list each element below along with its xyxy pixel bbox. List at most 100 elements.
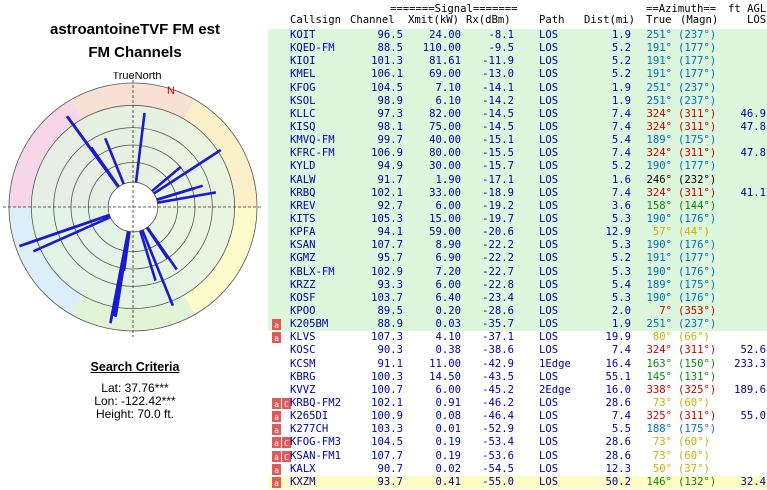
true-cell: 191°: [646, 42, 672, 55]
col-channel[interactable]: Channel: [350, 14, 395, 26]
col-magn[interactable]: (Magn): [680, 14, 719, 26]
xmit-cell: 14.50: [429, 370, 461, 383]
col-xmit[interactable]: Xmit(kW): [408, 14, 460, 26]
callsign-cell[interactable]: KFRC-FM: [290, 147, 335, 160]
table-row[interactable]: KIOI 101.3 81.61 -11.9 LOS 5.2 191° (177°): [268, 55, 767, 69]
callsign-cell[interactable]: KOSC: [290, 344, 316, 357]
table-row[interactable]: KSAN 107.7 8.90 -22.2 LOS 5.3 190° (176°): [268, 239, 767, 253]
callsign-cell[interactable]: KXZM: [290, 475, 316, 488]
callsign-cell[interactable]: KREV: [290, 199, 316, 212]
callsign-cell[interactable]: KOSF: [290, 291, 316, 304]
callsign-cell[interactable]: KALX: [290, 462, 316, 475]
callsign-cell[interactable]: KLLC: [290, 107, 316, 120]
callsign-cell[interactable]: KFOG: [290, 81, 316, 94]
dist-cell: 28.6: [605, 436, 631, 449]
col-rx[interactable]: Rx(dBm): [466, 14, 511, 26]
callsign-cell[interactable]: K265DI: [290, 410, 329, 423]
col-callsign[interactable]: Callsign: [290, 14, 342, 26]
callsign-cell[interactable]: KFOG-FM3: [290, 436, 342, 449]
magn-cell: (176°): [678, 265, 717, 278]
col-true[interactable]: True: [646, 14, 672, 26]
channel-cell: 106.9: [371, 147, 403, 160]
table-row[interactable]: a C KFOG-FM3 104.5 0.19 -53.4 LOS 28.6 73° (60°): [268, 436, 767, 450]
table-row[interactable]: KMVQ-FM 99.7 40.00 -15.1 LOS 5.4 189° (175°): [268, 134, 767, 148]
table-row[interactable]: KVVZ 100.7 6.00 -45.2 2Edge 16.0 338° (325°) 189…: [268, 383, 767, 397]
path-cell: LOS: [539, 42, 559, 55]
callsign-cell[interactable]: KBLX-FM: [290, 265, 335, 278]
table-row[interactable]: KYLD 94.9 30.00 -15.7 LOS 5.2 190° (177°): [268, 160, 767, 174]
table-row[interactable]: KQED-FM 88.5 110.00 -9.5 LOS 5.2 191° (177°): [268, 42, 767, 56]
table-row[interactable]: KOSF 103.7 6.40 -23.4 LOS 5.3 190° (176°): [268, 291, 767, 305]
magn-cell: (60°): [678, 449, 710, 462]
callsign-cell[interactable]: KSAN-FM1: [290, 449, 342, 462]
callsign-cell[interactable]: K277CH: [290, 423, 329, 436]
col-path[interactable]: Path: [539, 14, 565, 26]
callsign-cell[interactable]: KALW: [290, 173, 316, 186]
table-row[interactable]: KISQ 98.1 75.00 -14.5 LOS 7.4 324° (311°) 47.8: [268, 120, 767, 135]
callsign-cell[interactable]: KCSM: [290, 357, 316, 370]
table-row[interactable]: a K277CH 103.3 0.01 -52.9 LOS 5.5 188° (175°): [268, 423, 767, 437]
table-row[interactable]: KPOO 89.5 0.20 -28.6 LOS 2.0 7° (353°): [268, 304, 767, 319]
callsign-cell[interactable]: KIOI: [290, 55, 316, 68]
table-row[interactable]: a KALX 90.7 0.02 -54.5 LOS 12.3 50° (37°): [268, 462, 767, 476]
xmit-cell: 6.00: [435, 278, 461, 291]
path-cell: LOS: [539, 94, 559, 107]
dist-cell: 7.4: [611, 186, 631, 199]
dist-cell: 5.2: [611, 160, 631, 173]
table-row[interactable]: a K265DI 100.9 0.08 -46.4 LOS 7.4 325° (311°) 55.…: [268, 410, 767, 424]
table-row[interactable]: a KXZM 93.7 0.41 -55.0 LOS 50.2 146° (132°) 32.4: [268, 475, 767, 489]
table-row[interactable]: KMEL 106.1 69.00 -13.0 LOS 5.2 191° (177°): [268, 68, 767, 82]
table-row[interactable]: a C KSAN-FM1 107.7 0.19 -53.6 LOS 28.6 73° (60°): [268, 449, 767, 463]
col-dist[interactable]: Dist(mi): [584, 14, 636, 26]
path-cell: LOS: [539, 318, 559, 331]
report-subtitle: FM Channels: [88, 44, 182, 61]
callsign-cell[interactable]: KMEL: [290, 68, 316, 81]
row-flags: [268, 226, 290, 239]
table-row[interactable]: KALW 91.7 1.90 -17.1 LOS 1.6 246° (232°): [268, 173, 767, 187]
table-row[interactable]: a KLVS 107.3 4.10 -37.1 LOS 19.9 80° (66°): [268, 331, 767, 345]
table-row[interactable]: KBLX-FM 102.9 7.20 -22.7 LOS 5.3 190° (176°): [268, 265, 767, 279]
callsign-cell[interactable]: KITS: [290, 212, 316, 225]
callsign-cell[interactable]: K205BM: [290, 318, 329, 331]
callsign-cell[interactable]: KPFA: [290, 226, 316, 239]
table-row[interactable]: KFOG 104.5 7.10 -14.1 LOS 1.9 251° (237°): [268, 81, 767, 95]
table-row[interactable]: KRZZ 93.3 6.00 -22.8 LOS 5.4 189° (175°): [268, 278, 767, 292]
table-row[interactable]: KLLC 97.3 82.00 -14.5 LOS 7.4 324° (311°) 46.9: [268, 107, 767, 121]
callsign-cell[interactable]: KQED-FM: [290, 42, 335, 55]
path-cell: LOS: [539, 436, 559, 449]
callsign-cell[interactable]: KLVS: [290, 331, 316, 344]
callsign-cell[interactable]: KOIT: [290, 29, 316, 41]
table-row[interactable]: KRBQ 102.1 33.00 -18.9 LOS 7.4 324° (311°) 41.1: [268, 186, 767, 200]
callsign-cell[interactable]: KSOL: [290, 94, 316, 107]
callsign-cell[interactable]: KPOO: [290, 304, 316, 317]
callsign-cell[interactable]: KISQ: [290, 120, 316, 133]
table-row[interactable]: KGMZ 95.7 6.90 -22.2 LOS 5.2 191° (177°): [268, 252, 767, 266]
table-row[interactable]: KSOL 98.9 6.10 -14.2 LOS 1.9 251° (237°): [268, 94, 767, 108]
table-row[interactable]: KOIT 96.5 24.00 -8.1 LOS 1.9 251° (237°): [268, 29, 767, 43]
callsign-cell[interactable]: KGMZ: [290, 252, 316, 265]
table-row[interactable]: a C KRBQ-FM2 102.1 0.91 -46.2 LOS 28.6 73° (60°): [268, 396, 767, 411]
table-row[interactable]: KREV 92.7 6.00 -19.2 LOS 3.6 158° (144°): [268, 199, 767, 213]
callsign-cell[interactable]: KVVZ: [290, 383, 316, 396]
station-bearing-bar: [157, 191, 217, 204]
table-row[interactable]: KBRG 100.3 14.50 -43.5 LOS 55.1 145° (131°): [268, 370, 767, 384]
callsign-cell[interactable]: KRBQ-FM2: [290, 396, 342, 409]
row-flags: [268, 55, 290, 68]
xmit-cell: 75.00: [429, 120, 461, 133]
col-los[interactable]: LOS: [747, 14, 767, 26]
callsign-cell[interactable]: KMVQ-FM: [290, 134, 335, 147]
table-row[interactable]: KOSC 90.3 0.38 -38.6 LOS 7.4 324° (311°) 52.6: [268, 344, 767, 358]
callsign-cell[interactable]: KRZZ: [290, 278, 316, 291]
callsign-cell[interactable]: KSAN: [290, 239, 316, 252]
table-row[interactable]: KPFA 94.1 59.00 -20.6 LOS 12.9 57° (44°): [268, 226, 767, 240]
true-cell: 324°: [646, 120, 672, 133]
table-row[interactable]: a K205BM 88.9 0.03 -35.7 LOS 1.9 251° (237°): [268, 318, 767, 332]
callsign-cell[interactable]: KYLD: [290, 160, 316, 173]
callsign-cell[interactable]: KRBQ: [290, 186, 316, 199]
table-row[interactable]: KCSM 91.1 11.00 -42.9 1Edge 16.4 163° (150°) 233…: [268, 357, 767, 371]
path-cell: LOS: [539, 396, 559, 409]
table-row[interactable]: KFRC-FM 106.9 80.00 -15.5 LOS 7.4 324° (311°) 47…: [268, 147, 767, 161]
callsign-cell[interactable]: KBRG: [290, 370, 316, 383]
table-row[interactable]: KITS 105.3 15.00 -19.7 LOS 5.3 190° (176°): [268, 212, 767, 227]
